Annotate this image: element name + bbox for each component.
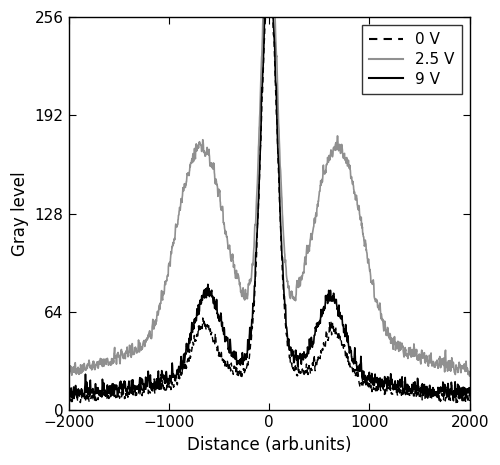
Y-axis label: Gray level: Gray level	[11, 172, 29, 256]
Legend: 0 V, 2.5 V, 9 V: 0 V, 2.5 V, 9 V	[362, 25, 462, 94]
X-axis label: Distance (arb.units): Distance (arb.units)	[187, 436, 352, 454]
